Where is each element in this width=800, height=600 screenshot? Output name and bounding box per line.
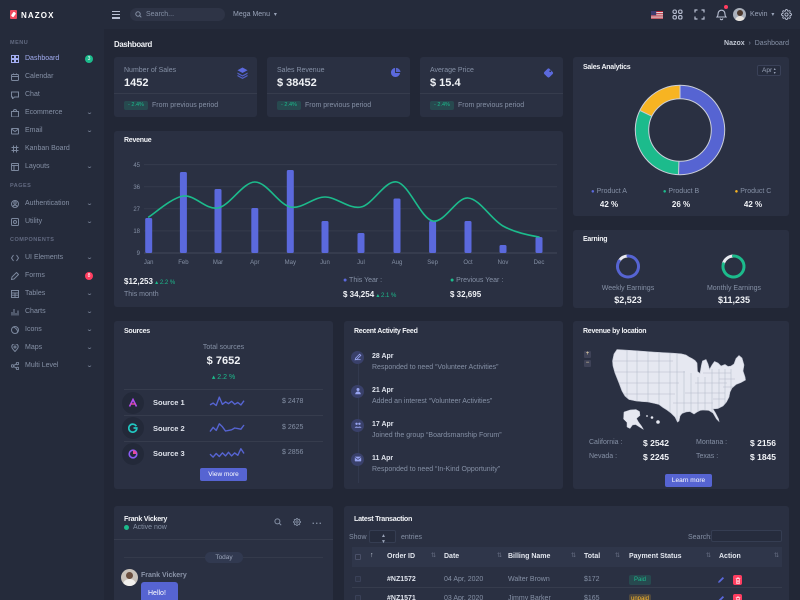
- svg-text:Mar: Mar: [213, 260, 223, 266]
- svg-text:Dec: Dec: [534, 260, 545, 266]
- svg-text:Feb: Feb: [178, 260, 189, 266]
- svg-text:Jan: Jan: [144, 260, 154, 266]
- svg-text:18: 18: [133, 229, 140, 235]
- svg-text:36: 36: [133, 185, 140, 191]
- svg-text:Aug: Aug: [392, 260, 403, 266]
- svg-text:Apr: Apr: [250, 260, 259, 266]
- svg-text:Jun: Jun: [320, 260, 330, 266]
- svg-text:Oct: Oct: [463, 260, 473, 266]
- svg-text:45: 45: [133, 163, 140, 169]
- svg-text:Sep: Sep: [427, 260, 438, 266]
- svg-text:Jul: Jul: [357, 260, 365, 266]
- svg-text:9: 9: [137, 251, 141, 257]
- svg-text:Nov: Nov: [498, 260, 509, 266]
- svg-text:27: 27: [133, 207, 140, 213]
- svg-text:May: May: [285, 260, 296, 266]
